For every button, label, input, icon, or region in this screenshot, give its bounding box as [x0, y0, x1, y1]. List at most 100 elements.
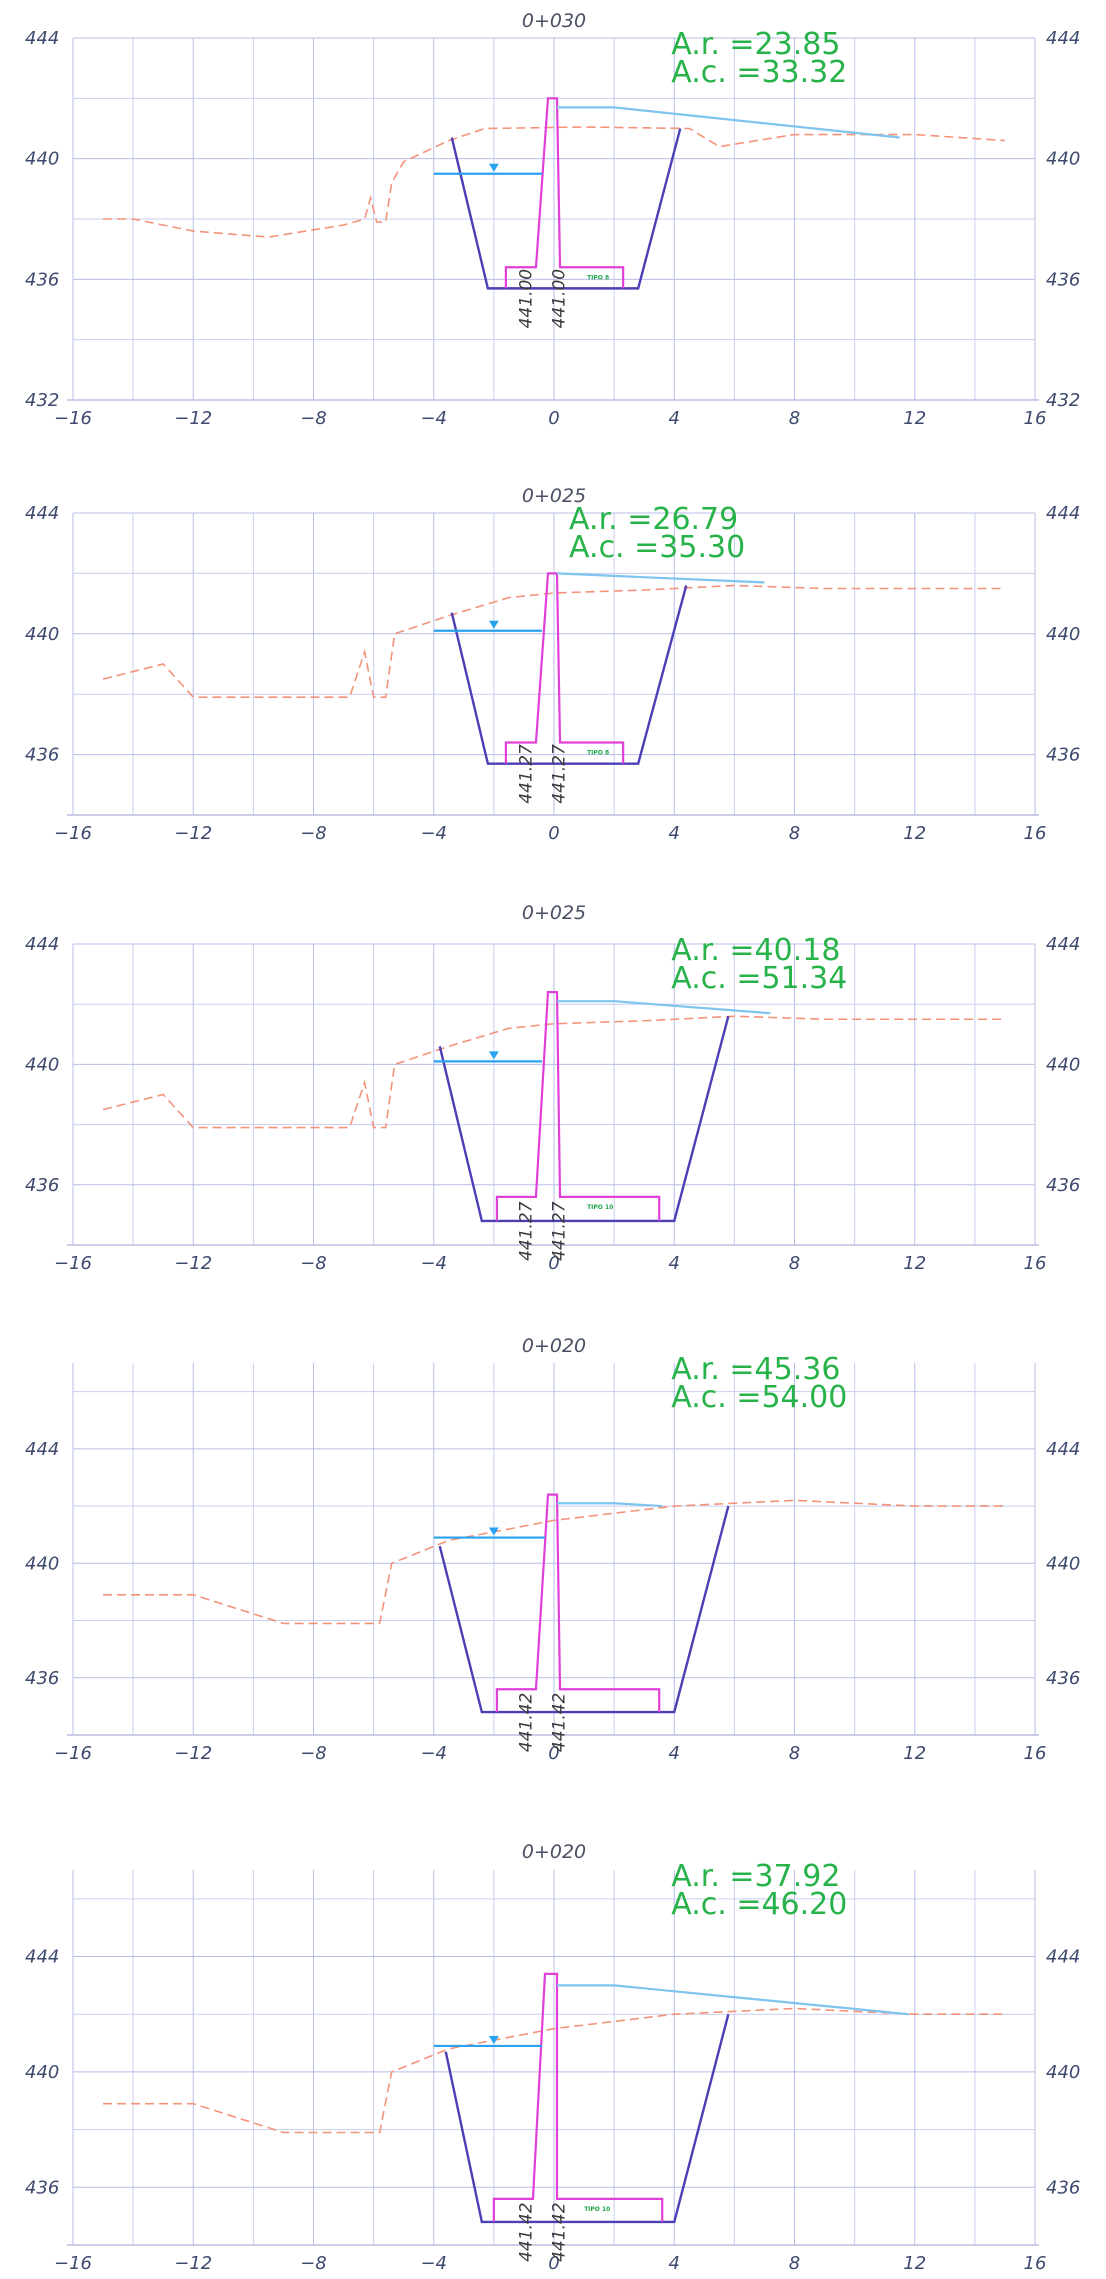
x-tick-label: 4 [669, 1253, 680, 1274]
elevation-label-right: 441.42 [550, 2202, 570, 2261]
x-tick-label: −4 [420, 1253, 447, 1274]
x-tick-label: 16 [1024, 823, 1047, 844]
x-tick-label: 4 [669, 408, 680, 429]
x-tick-label: 16 [1024, 1743, 1047, 1764]
cross-section-panel: −16 −12 −8 −4 0 4 8 12 16 444 444 440 440 436 436 0+025… [25, 485, 1080, 844]
x-tick-label: −4 [420, 2253, 447, 2274]
x-tick-label: −8 [300, 823, 327, 844]
x-tick-label: 12 [903, 823, 926, 844]
x-tick-label: −8 [300, 1743, 327, 1764]
area-fill-label: A.r. =37.92 [671, 1859, 840, 1894]
elevation-label-right: 441.27 [550, 744, 570, 804]
y-tick-label-left: 436 [25, 1668, 59, 1689]
y-tick-label-left: 444 [25, 503, 59, 524]
retaining-wall [492, 1972, 664, 2222]
terrain-profile [103, 1499, 1005, 1625]
y-tick-label-left: 444 [25, 1439, 59, 1460]
excavation-outline [438, 1015, 730, 1223]
x-tick-label: 0 [548, 1743, 559, 1764]
y-tick-label-right: 436 [1046, 745, 1080, 766]
y-tick-label-left: 436 [25, 745, 59, 766]
terrain-profile [102, 584, 1005, 699]
y-tick-label-left: 436 [25, 2177, 59, 2198]
elevation-label-left: 441.27 [516, 1201, 536, 1261]
area-cut-label: A.c. =35.30 [569, 530, 745, 565]
area-cut-label: A.c. =51.34 [671, 961, 847, 996]
x-tick-label: −8 [300, 1253, 327, 1274]
y-tick-label-right: 444 [1046, 934, 1080, 955]
x-tick-label: −16 [54, 408, 92, 429]
area-fill-label: A.r. =26.79 [569, 502, 738, 537]
x-tick-label: −12 [174, 1253, 212, 1274]
y-tick-label-left: 444 [25, 28, 59, 49]
x-tick-label: 16 [1024, 1253, 1047, 1274]
excavation-outline [450, 585, 688, 765]
x-tick-label: 8 [789, 823, 800, 844]
retaining-wall [504, 97, 625, 289]
elevation-label-right: 441.00 [550, 269, 570, 328]
area-fill-label: A.r. =23.85 [671, 27, 840, 62]
x-tick-label: 4 [669, 823, 680, 844]
excavation-outline [450, 128, 682, 290]
excavation-outline [438, 1505, 730, 1714]
area-cut-label: A.c. =46.20 [671, 1887, 847, 1922]
road-surface-line [556, 572, 765, 584]
area-cut-label: A.c. =33.32 [671, 55, 847, 90]
x-tick-label: −8 [300, 408, 327, 429]
water-level-marker-icon [488, 2035, 499, 2044]
y-tick-label-right: 440 [1046, 2062, 1080, 2083]
y-tick-label-left: 440 [25, 624, 59, 645]
water-level-marker-icon [488, 1051, 499, 1060]
x-tick-label: −8 [300, 2253, 327, 2274]
y-tick-label-right: 436 [1046, 1175, 1080, 1196]
elevation-label-right: 441.27 [550, 1201, 570, 1261]
x-tick-label: 8 [789, 2253, 800, 2274]
x-tick-label: 16 [1024, 408, 1047, 429]
water-level-marker-icon [488, 163, 499, 172]
section-title: 0+025 [522, 902, 586, 924]
x-tick-label: −4 [420, 408, 447, 429]
x-tick-label: −12 [174, 2253, 212, 2274]
x-tick-label: −4 [420, 1743, 447, 1764]
x-tick-label: 0 [548, 1253, 559, 1274]
y-tick-label-left: 440 [25, 1054, 59, 1075]
section-title: 0+020 [522, 1335, 586, 1357]
tipo-label: TIPO 10 [587, 1204, 613, 1211]
x-tick-label: 4 [669, 2253, 680, 2274]
x-tick-label: 0 [548, 823, 559, 844]
x-tick-label: −12 [174, 408, 212, 429]
cross-section-panel: −16 −12 −8 −4 0 4 8 12 16 444 444 440 440 436 436 0+020… [25, 1335, 1080, 1764]
area-fill-label: A.r. =45.36 [671, 1352, 840, 1387]
section-title: 0+020 [522, 1841, 586, 1863]
x-tick-label: 8 [789, 1253, 800, 1274]
x-tick-label: 0 [548, 408, 559, 429]
y-tick-label-right: 440 [1046, 624, 1080, 645]
terrain-profile [102, 1015, 1005, 1129]
y-tick-label-left: 440 [25, 149, 59, 170]
y-tick-label-right: 444 [1046, 28, 1080, 49]
cross-section-panel: −16 −12 −8 −4 0 4 8 12 16 444 444 440 440 436 436 0+020… [25, 1841, 1080, 2274]
x-tick-label: 12 [903, 408, 926, 429]
water-level-marker-icon [488, 620, 499, 629]
y-tick-label-right: 444 [1046, 1439, 1080, 1460]
terrain-profile [103, 126, 1005, 238]
section-title: 0+025 [522, 485, 586, 507]
area-cut-label: A.c. =54.00 [671, 1380, 847, 1415]
y-tick-label-left: 432 [25, 390, 59, 411]
y-tick-label-right: 440 [1046, 1553, 1080, 1574]
x-tick-label: 4 [669, 1743, 680, 1764]
x-tick-label: 12 [903, 1743, 926, 1764]
y-tick-label-right: 440 [1046, 1054, 1080, 1075]
y-tick-label-left: 440 [25, 2062, 59, 2083]
x-tick-label: 12 [903, 1253, 926, 1274]
x-tick-label: 0 [548, 2253, 559, 2274]
retaining-wall [495, 1493, 661, 1713]
cross-section-panel: −16 −12 −8 −4 0 4 8 12 16 444 444 440 440 436 436 0+025… [25, 902, 1080, 1274]
x-tick-label: −4 [420, 823, 447, 844]
y-tick-label-right: 436 [1046, 1668, 1080, 1689]
y-tick-label-right: 436 [1046, 2177, 1080, 2198]
y-tick-label-right: 444 [1046, 1947, 1080, 1968]
x-tick-label: 16 [1024, 2253, 1047, 2274]
y-tick-label-left: 436 [25, 1175, 59, 1196]
